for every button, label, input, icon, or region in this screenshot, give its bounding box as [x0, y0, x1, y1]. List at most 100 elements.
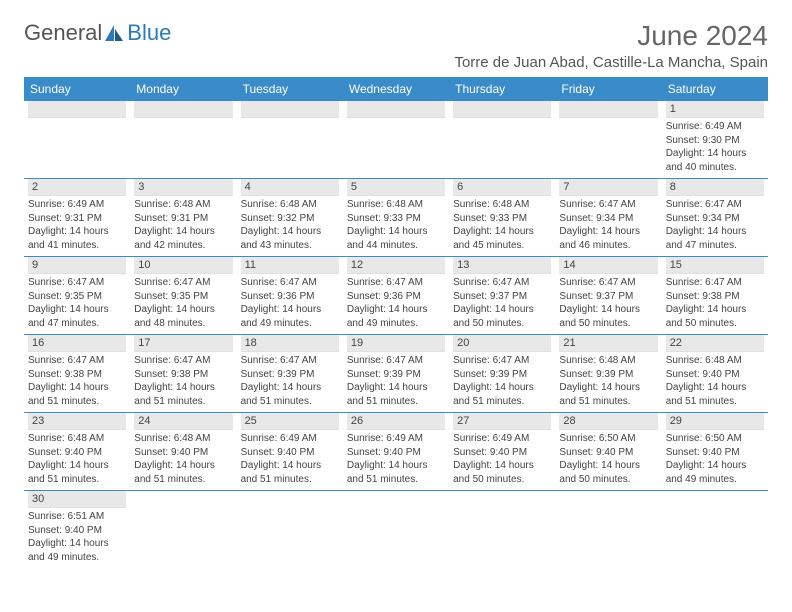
day-number: 14 — [559, 257, 657, 274]
day-number: 20 — [453, 335, 551, 352]
calendar-cell — [130, 491, 236, 569]
day-number: 9 — [28, 257, 126, 274]
day-number: 7 — [559, 179, 657, 196]
day-info: Sunrise: 6:47 AMSunset: 9:37 PMDaylight:… — [559, 276, 657, 330]
day-info: Sunrise: 6:47 AMSunset: 9:38 PMDaylight:… — [28, 354, 126, 408]
calendar-cell: 15 Sunrise: 6:47 AMSunset: 9:38 PMDayligh… — [662, 257, 768, 335]
calendar-cell: 25 Sunrise: 6:49 AMSunset: 9:40 PMDayligh… — [237, 413, 343, 491]
title-block: June 2024 Torre de Juan Abad, Castille-L… — [454, 20, 768, 71]
day-info: Sunrise: 6:48 AMSunset: 9:40 PMDaylight:… — [666, 354, 764, 408]
day-header: Monday — [130, 77, 236, 101]
day-info: Sunrise: 6:47 AMSunset: 9:39 PMDaylight:… — [241, 354, 339, 408]
calendar-cell: 27 Sunrise: 6:49 AMSunset: 9:40 PMDayligh… — [449, 413, 555, 491]
calendar-cell: 8 Sunrise: 6:47 AMSunset: 9:34 PMDaylight… — [662, 179, 768, 257]
header: General Blue June 2024 Torre de Juan Aba… — [24, 20, 768, 71]
calendar-cell: 26 Sunrise: 6:49 AMSunset: 9:40 PMDayligh… — [343, 413, 449, 491]
day-info: Sunrise: 6:49 AMSunset: 9:40 PMDaylight:… — [453, 432, 551, 486]
calendar-cell — [662, 491, 768, 569]
day-number: 27 — [453, 413, 551, 430]
calendar-cell: 12Sunrise: 6:47 AMSunset: 9:36 PMDayligh… — [343, 257, 449, 335]
day-info: Sunrise: 6:47 AMSunset: 9:34 PMDaylight:… — [559, 198, 657, 252]
calendar-cell: 21 Sunrise: 6:48 AMSunset: 9:39 PMDayligh… — [555, 335, 661, 413]
day-number: 15 — [666, 257, 764, 274]
day-number: 24 — [134, 413, 232, 430]
day-info: Sunrise: 6:47 AMSunset: 9:35 PMDaylight:… — [28, 276, 126, 330]
day-number: 13 — [453, 257, 551, 274]
calendar-cell — [237, 101, 343, 179]
day-info: Sunrise: 6:48 AMSunset: 9:39 PMDaylight:… — [559, 354, 657, 408]
day-number: 6 — [453, 179, 551, 196]
day-info: Sunrise: 6:47 AMSunset: 9:39 PMDaylight:… — [453, 354, 551, 408]
day-info: Sunrise: 6:48 AMSunset: 9:33 PMDaylight:… — [347, 198, 445, 252]
day-info: Sunrise: 6:48 AMSunset: 9:40 PMDaylight:… — [134, 432, 232, 486]
day-number: 28 — [559, 413, 657, 430]
day-number: 16 — [28, 335, 126, 352]
day-info: Sunrise: 6:47 AMSunset: 9:37 PMDaylight:… — [453, 276, 551, 330]
day-info: Sunrise: 6:47 AMSunset: 9:35 PMDaylight:… — [134, 276, 232, 330]
day-info: Sunrise: 6:47 AMSunset: 9:36 PMDaylight:… — [241, 276, 339, 330]
calendar-cell: 23 Sunrise: 6:48 AMSunset: 9:40 PMDayligh… — [24, 413, 130, 491]
day-number: 26 — [347, 413, 445, 430]
day-info: Sunrise: 6:47 AMSunset: 9:34 PMDaylight:… — [666, 198, 764, 252]
day-number: 22 — [666, 335, 764, 352]
day-info: Sunrise: 6:49 AMSunset: 9:31 PMDaylight:… — [28, 198, 126, 252]
calendar-cell — [449, 491, 555, 569]
day-info: Sunrise: 6:47 AMSunset: 9:38 PMDaylight:… — [134, 354, 232, 408]
day-number: 17 — [134, 335, 232, 352]
calendar-cell: 9 Sunrise: 6:47 AMSunset: 9:35 PMDaylight… — [24, 257, 130, 335]
day-info: Sunrise: 6:47 AMSunset: 9:38 PMDaylight:… — [666, 276, 764, 330]
calendar-cell: 18 Sunrise: 6:47 AMSunset: 9:39 PMDayligh… — [237, 335, 343, 413]
day-header: Thursday — [449, 77, 555, 101]
day-number: 3 — [134, 179, 232, 196]
calendar-cell: 11 Sunrise: 6:47 AMSunset: 9:36 PMDayligh… — [237, 257, 343, 335]
day-info: Sunrise: 6:49 AMSunset: 9:30 PMDaylight:… — [666, 120, 764, 174]
logo: General Blue — [24, 20, 171, 46]
day-number: 19 — [347, 335, 445, 352]
calendar-cell — [555, 101, 661, 179]
day-info: Sunrise: 6:50 AMSunset: 9:40 PMDaylight:… — [559, 432, 657, 486]
day-header: Saturday — [662, 77, 768, 101]
day-number: 8 — [666, 179, 764, 196]
calendar-cell: 10 Sunrise: 6:47 AMSunset: 9:35 PMDayligh… — [130, 257, 236, 335]
calendar-cell — [449, 101, 555, 179]
logo-text-1: General — [24, 20, 102, 46]
calendar-cell — [24, 101, 130, 179]
calendar-cell: 6 Sunrise: 6:48 AMSunset: 9:33 PMDaylight… — [449, 179, 555, 257]
calendar-cell: 3 Sunrise: 6:48 AMSunset: 9:31 PMDaylight… — [130, 179, 236, 257]
day-number: 10 — [134, 257, 232, 274]
calendar-cell: 16 Sunrise: 6:47 AMSunset: 9:38 PMDayligh… — [24, 335, 130, 413]
calendar-cell: 22 Sunrise: 6:48 AMSunset: 9:40 PMDayligh… — [662, 335, 768, 413]
calendar-table: SundayMondayTuesdayWednesdayThursdayFrid… — [24, 77, 768, 568]
day-number: 25 — [241, 413, 339, 430]
day-number: 18 — [241, 335, 339, 352]
calendar-cell — [237, 491, 343, 569]
calendar-cell: 13 Sunrise: 6:47 AMSunset: 9:37 PMDayligh… — [449, 257, 555, 335]
day-header: Tuesday — [237, 77, 343, 101]
day-info: Sunrise: 6:49 AMSunset: 9:40 PMDaylight:… — [347, 432, 445, 486]
calendar-cell: 7 Sunrise: 6:47 AMSunset: 9:34 PMDaylight… — [555, 179, 661, 257]
logo-sail-icon — [103, 23, 125, 43]
calendar-cell — [130, 101, 236, 179]
day-header: Friday — [555, 77, 661, 101]
day-number: 29 — [666, 413, 764, 430]
day-info: Sunrise: 6:48 AMSunset: 9:40 PMDaylight:… — [28, 432, 126, 486]
calendar-cell: 29 Sunrise: 6:50 AMSunset: 9:40 PMDayligh… — [662, 413, 768, 491]
day-number: 23 — [28, 413, 126, 430]
day-header: Sunday — [24, 77, 130, 101]
page-title: June 2024 — [454, 20, 768, 52]
day-info: Sunrise: 6:49 AMSunset: 9:40 PMDaylight:… — [241, 432, 339, 486]
day-info: Sunrise: 6:48 AMSunset: 9:32 PMDaylight:… — [241, 198, 339, 252]
calendar-cell: 17 Sunrise: 6:47 AMSunset: 9:38 PMDayligh… — [130, 335, 236, 413]
day-number: 5 — [347, 179, 445, 196]
calendar-cell: 30Sunrise: 6:51 AMSunset: 9:40 PMDayligh… — [24, 491, 130, 569]
day-number: 30 — [28, 491, 126, 508]
day-info: Sunrise: 6:48 AMSunset: 9:31 PMDaylight:… — [134, 198, 232, 252]
day-number: 21 — [559, 335, 657, 352]
day-info: Sunrise: 6:48 AMSunset: 9:33 PMDaylight:… — [453, 198, 551, 252]
logo-text-2: Blue — [127, 20, 171, 46]
calendar-cell: 4Sunrise: 6:48 AMSunset: 9:32 PMDaylight… — [237, 179, 343, 257]
day-number: 11 — [241, 257, 339, 274]
calendar-cell: 28 Sunrise: 6:50 AMSunset: 9:40 PMDayligh… — [555, 413, 661, 491]
day-info: Sunrise: 6:50 AMSunset: 9:40 PMDaylight:… — [666, 432, 764, 486]
calendar-cell — [555, 491, 661, 569]
